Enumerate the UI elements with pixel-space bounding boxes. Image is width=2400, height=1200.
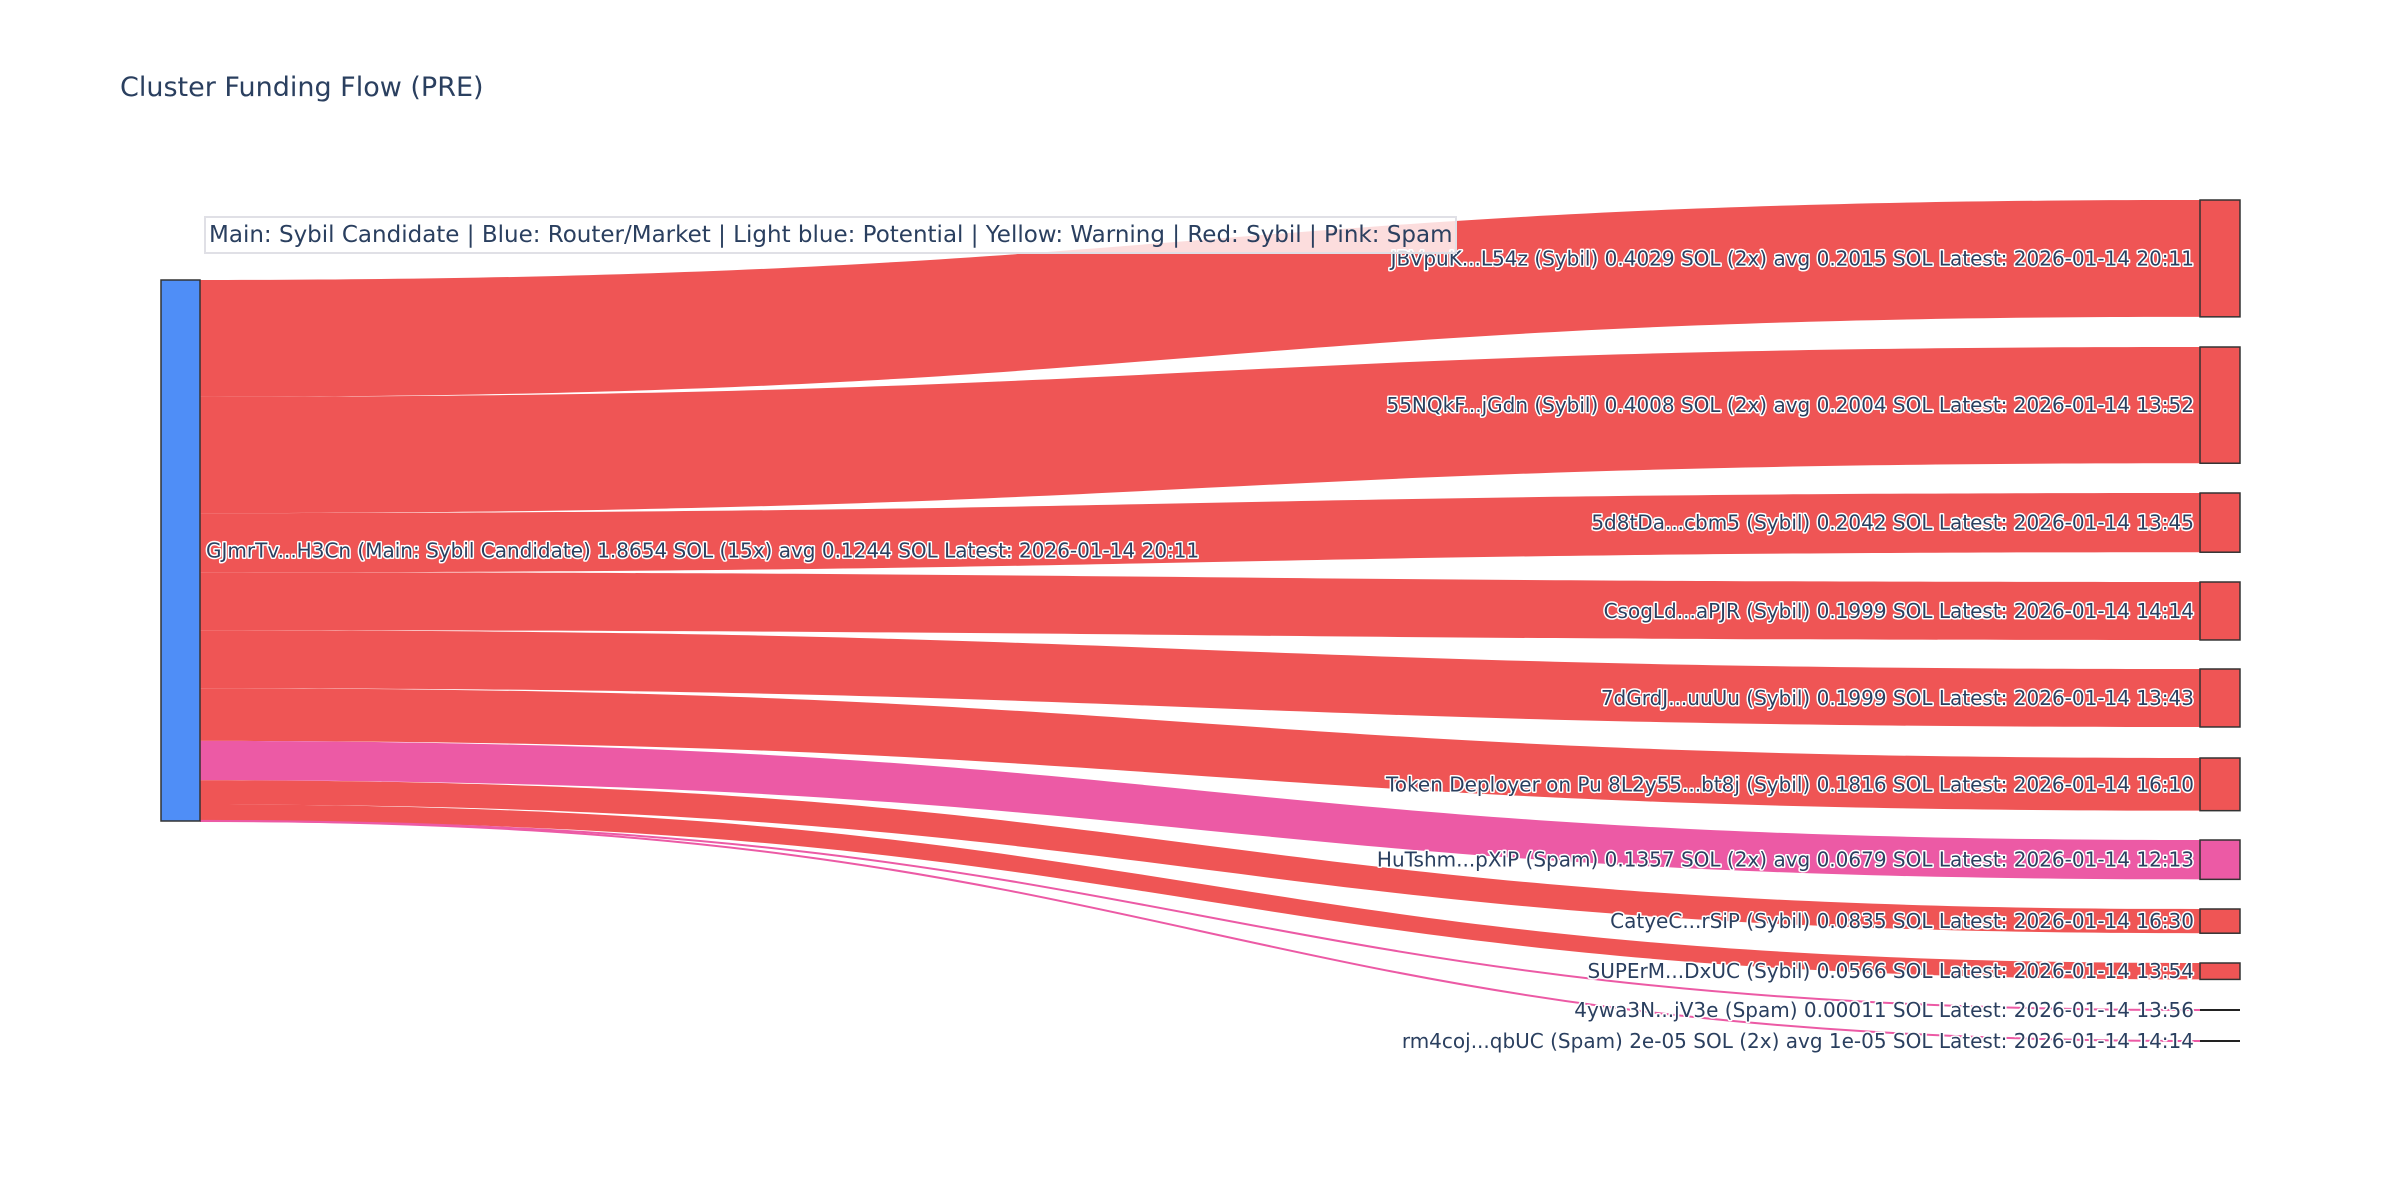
target-node-label: 4ywa3N...jV3e (Spam) 0.00011 SOL Latest:…	[1574, 998, 2194, 1022]
target-node-label: SUPErM...DxUC (Sybil) 0.0566 SOL Latest:…	[1588, 959, 2194, 983]
target-node[interactable]	[2199, 199, 2241, 318]
flow-link[interactable]	[200, 780, 2200, 934]
target-node[interactable]	[2199, 346, 2241, 464]
target-node-label: 5d8tDa...cbm5 (Sybil) 0.2042 SOL Latest:…	[1591, 511, 2194, 535]
target-node-label: HuTshm...pXiP (Spam) 0.1357 SOL (2x) avg…	[1377, 848, 2194, 872]
flow-link[interactable]	[200, 688, 2200, 811]
target-node[interactable]	[2199, 908, 2241, 934]
target-node[interactable]	[2199, 492, 2241, 553]
target-node[interactable]	[2199, 757, 2241, 812]
target-node[interactable]	[2199, 668, 2241, 728]
flow-link[interactable]	[200, 493, 2200, 573]
target-node-label: rm4coj...qbUC (Spam) 2e-05 SOL (2x) avg …	[1402, 1029, 2194, 1053]
legend-annotation: Main: Sybil Candidate | Blue: Router/Mar…	[204, 216, 1458, 254]
flow-link[interactable]	[200, 804, 2200, 980]
flow-link[interactable]	[199, 819, 2201, 1042]
target-node-label: Token Deployer on Pu 8L2y55...bt8j (Sybi…	[1385, 772, 2194, 796]
target-node-label: 7dGrdJ...uuUu (Sybil) 0.1999 SOL Latest:…	[1601, 686, 2194, 710]
target-node[interactable]	[2199, 839, 2241, 881]
target-node[interactable]	[2199, 581, 2241, 641]
flow-link[interactable]	[200, 572, 2200, 640]
target-node-label: CsogLd...aPJR (Sybil) 0.1999 SOL Latest:…	[1604, 599, 2194, 623]
target-node-label: 55NQkF...jGdn (Sybil) 0.4008 SOL (2x) av…	[1386, 393, 2194, 417]
target-node-label: JBVpuK...L54z (Sybil) 0.4029 SOL (2x) av…	[1389, 246, 2194, 270]
source-node-label: GJmrTv...H3Cn (Main: Sybil Candidate) 1.…	[206, 539, 1199, 563]
flow-link[interactable]	[200, 347, 2200, 514]
target-node-label: CatyeC...rSiP (Sybil) 0.0835 SOL Latest:…	[1610, 909, 2194, 933]
chart-title: Cluster Funding Flow (PRE)	[120, 72, 484, 103]
flow-link[interactable]	[200, 630, 2200, 727]
flow-link[interactable]	[200, 200, 2200, 397]
flow-link[interactable]	[199, 819, 2201, 1011]
source-node[interactable]	[160, 279, 201, 822]
flow-link[interactable]	[200, 740, 2200, 880]
target-node[interactable]	[2199, 962, 2241, 981]
